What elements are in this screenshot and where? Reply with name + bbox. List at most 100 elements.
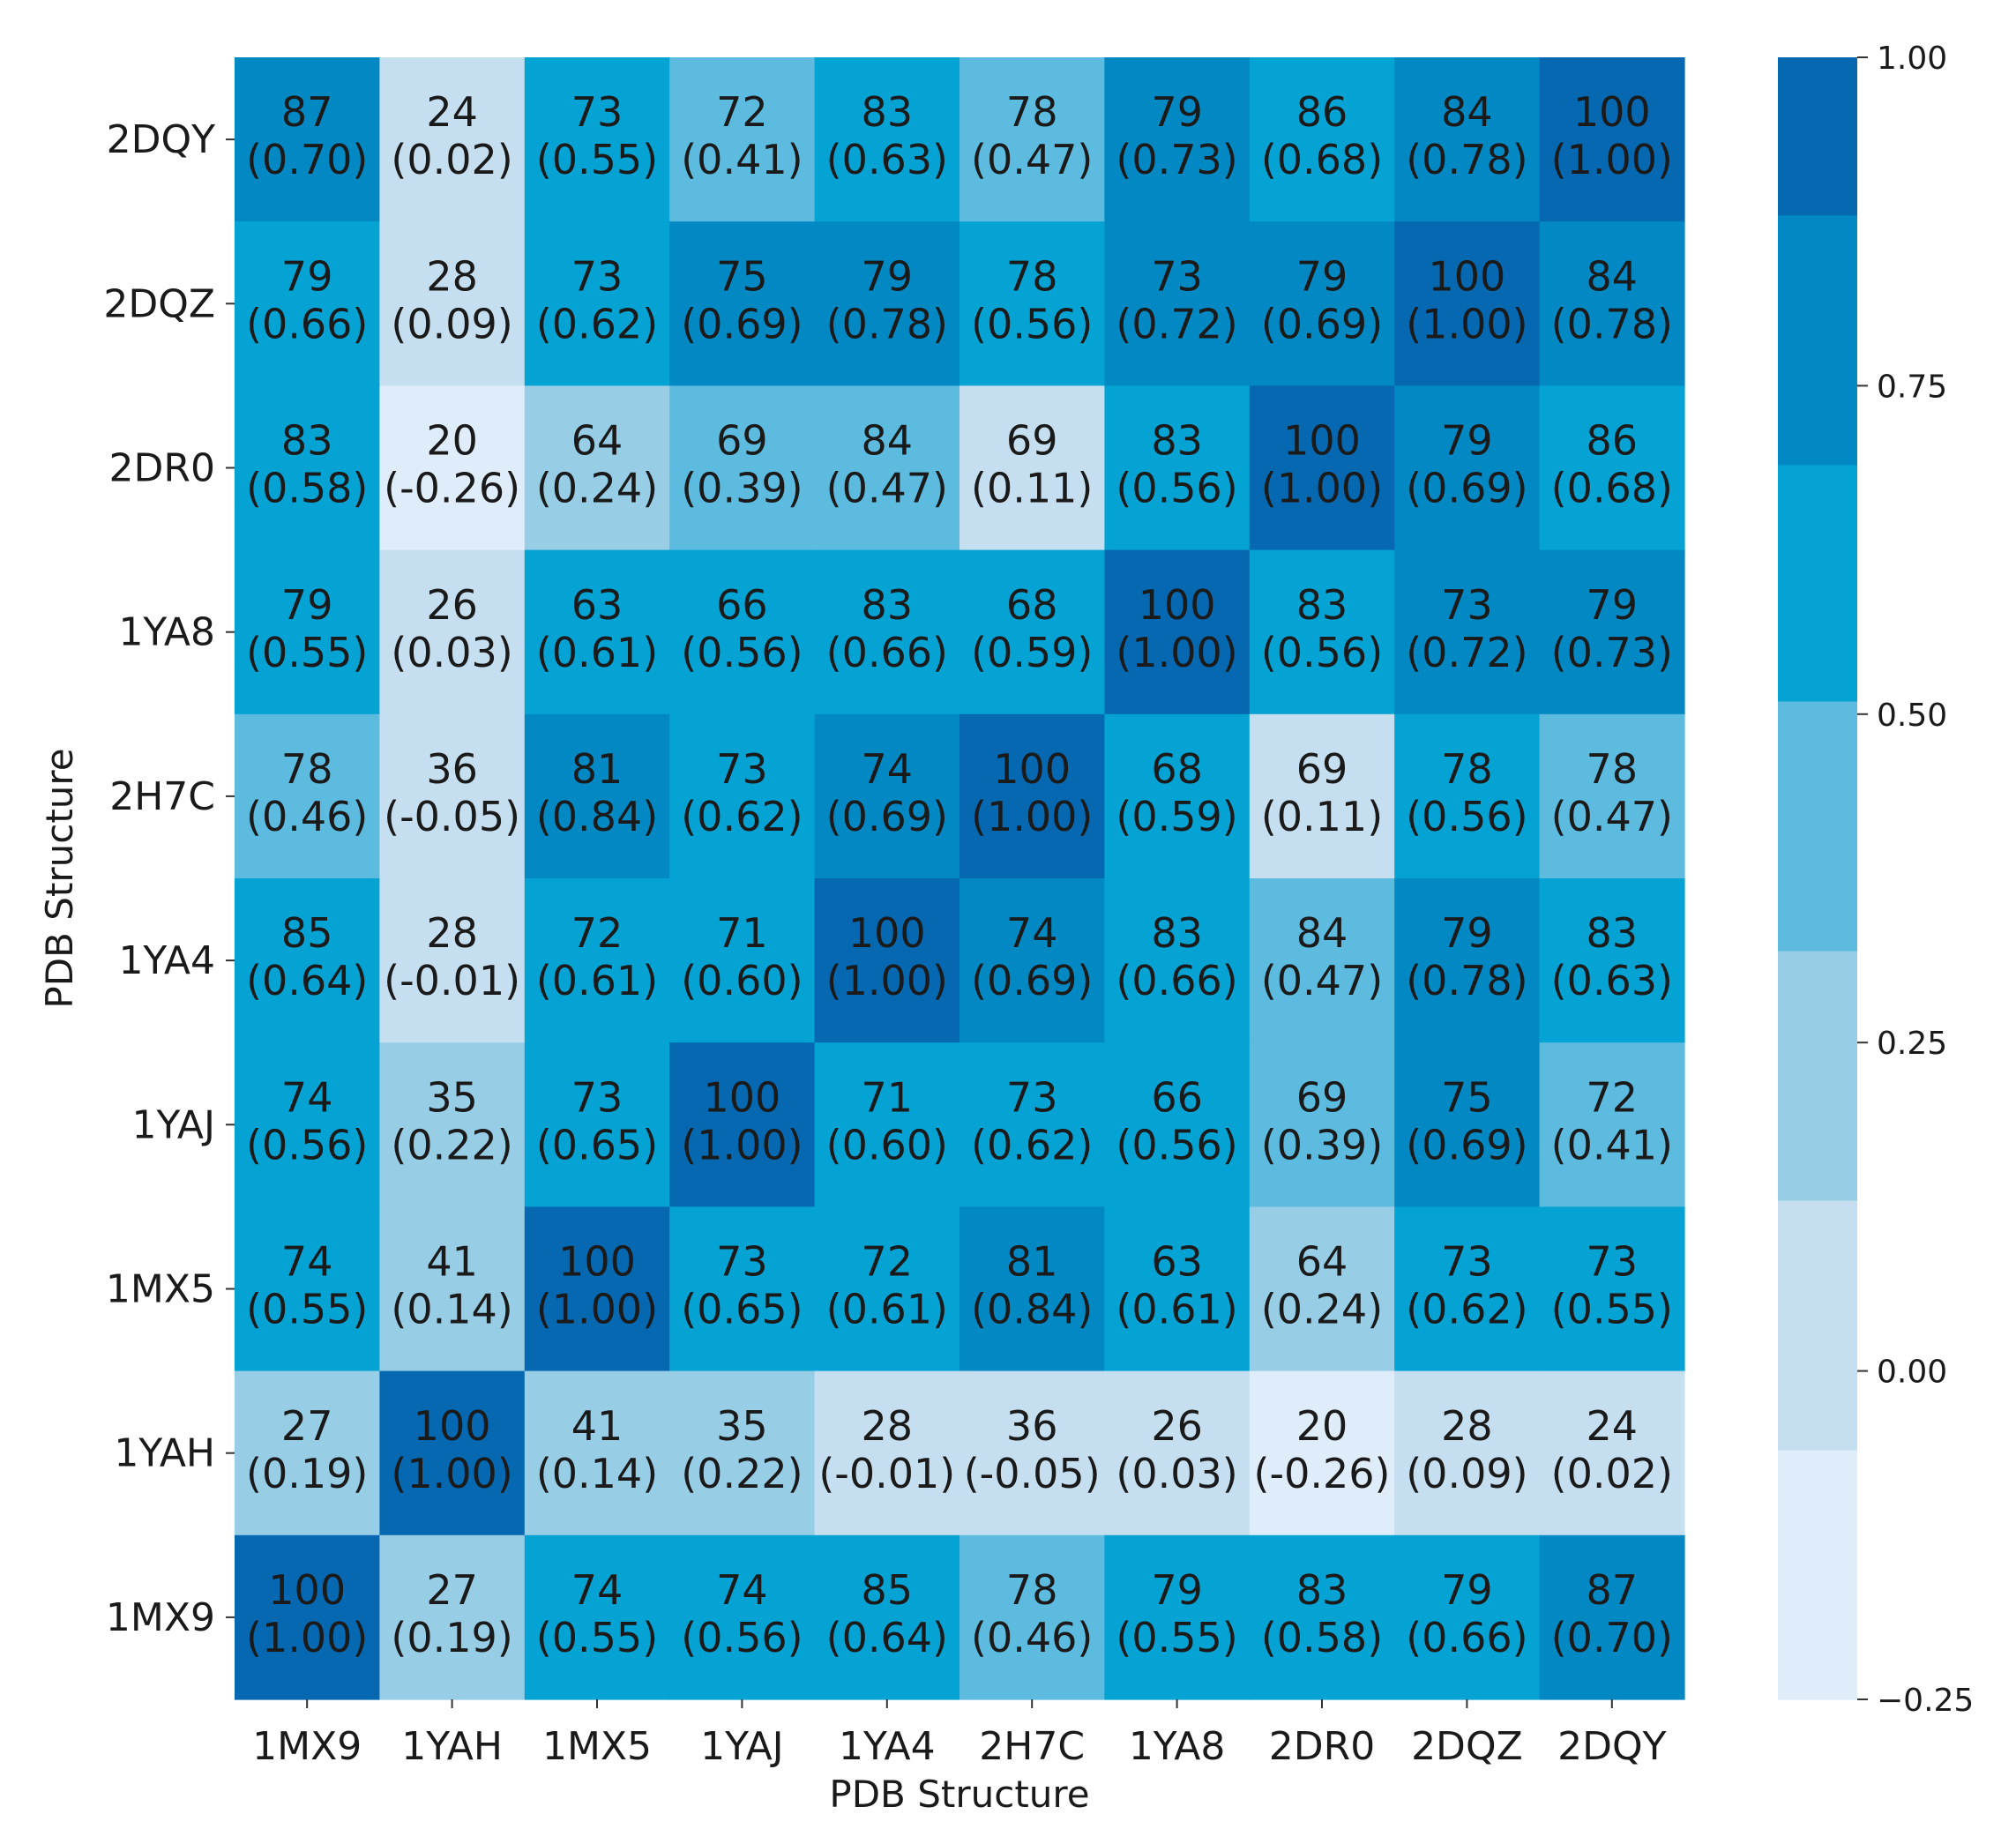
- cell-identity-label: 85: [862, 1566, 914, 1614]
- cell-correlation-label: (-0.01): [384, 957, 520, 1004]
- heatmap-cell: [1394, 1370, 1541, 1536]
- x-tick-label: 1MX9: [252, 1724, 362, 1769]
- cell-correlation-label: (0.24): [536, 465, 658, 512]
- cell-identity-label: 20: [426, 417, 478, 465]
- cell-correlation-label: (0.66): [246, 300, 368, 347]
- heatmap-cell: [814, 385, 960, 551]
- cell-correlation-label: (0.24): [1261, 1286, 1383, 1333]
- heatmap-cell: [235, 1206, 380, 1372]
- cell-correlation-label: (0.47): [1261, 957, 1383, 1004]
- cell-correlation-label: (0.69): [681, 300, 803, 347]
- colorbar-bin: [1778, 1199, 1857, 1451]
- heatmap-cell: [524, 1042, 670, 1207]
- heatmap-cell: [1539, 385, 1685, 551]
- y-tick-label: 1YAH: [114, 1431, 215, 1476]
- cell-correlation-label: (1.00): [1116, 629, 1237, 676]
- heatmap-cell: [669, 1042, 816, 1207]
- cell-correlation-label: (0.55): [246, 629, 368, 676]
- cell-identity-label: 83: [1151, 909, 1203, 957]
- heatmap-cell: [235, 549, 380, 715]
- cell-correlation-label: (0.55): [1116, 1614, 1237, 1661]
- x-tick-label: 2DQZ: [1411, 1724, 1523, 1769]
- heatmap-cell: [524, 1370, 670, 1536]
- cell-identity-label: 81: [1006, 1238, 1058, 1286]
- heatmap-cell: [1249, 1042, 1395, 1207]
- heatmap-cell: [235, 57, 380, 222]
- y-tick-label: 1YA8: [118, 610, 215, 655]
- heatmap-cell: [524, 385, 670, 551]
- cell-identity-label: 28: [426, 909, 478, 957]
- cell-correlation-label: (0.55): [1551, 1286, 1673, 1333]
- cell-correlation-label: (0.61): [1116, 1286, 1237, 1333]
- cell-correlation-label: (-0.05): [384, 793, 520, 840]
- cell-identity-label: 66: [1151, 1073, 1203, 1121]
- cell-correlation-label: (0.41): [681, 136, 803, 183]
- heatmap-cell: [1104, 549, 1251, 715]
- heatmap-cell: [1104, 713, 1251, 879]
- cell-identity-label: 83: [862, 88, 914, 136]
- cell-identity-label: 71: [862, 1073, 914, 1121]
- cell-correlation-label: (0.60): [681, 957, 803, 1004]
- cell-identity-label: 27: [426, 1566, 478, 1614]
- colorbar: −0.25 0.00 0.25 0.50 0.75 1.00: [1778, 41, 1974, 1719]
- y-tick-labels: 2DQY 2DQZ 2DR0 1YA8 2H7C 1YA4 1YAJ 1MX5 1YAH 1MX9: [103, 117, 235, 1640]
- heatmap-cell: [814, 1206, 960, 1372]
- cell-identity-label: 72: [571, 909, 623, 957]
- cell-correlation-label: (0.11): [1261, 793, 1383, 840]
- colorbar-bin: [1778, 700, 1857, 952]
- heatmap-cell: [1539, 1534, 1685, 1700]
- heatmap-cell: [1539, 1206, 1685, 1372]
- heatmap-cell: [1539, 221, 1685, 386]
- heatmap-cell: [379, 385, 526, 551]
- cell-identity-label: 74: [571, 1566, 623, 1614]
- cell-correlation-label: (0.70): [246, 136, 368, 183]
- cell-identity-label: 87: [281, 88, 333, 136]
- cell-identity-label: 75: [1441, 1073, 1493, 1121]
- cell-correlation-label: (0.56): [681, 629, 803, 676]
- heatmap-cell: [524, 878, 670, 1043]
- cell-correlation-label: (0.46): [971, 1614, 1093, 1661]
- colorbar-bin: [1778, 214, 1857, 466]
- cell-correlation-label: (0.56): [1116, 1121, 1237, 1168]
- heatmap-cell: [235, 385, 380, 551]
- cell-correlation-label: (0.64): [246, 957, 368, 1004]
- cell-identity-label: 100: [268, 1566, 346, 1614]
- cell-correlation-label: (0.60): [826, 1121, 948, 1168]
- cell-identity-label: 73: [571, 1073, 623, 1121]
- cell-identity-label: 79: [862, 252, 914, 300]
- cell-correlation-label: (0.59): [971, 629, 1093, 676]
- colorbar-tick-label: 0.50: [1877, 698, 1947, 734]
- cell-correlation-label: (0.78): [1406, 136, 1527, 183]
- cell-identity-label: 84: [1296, 909, 1348, 957]
- cell-correlation-label: (0.03): [1116, 1450, 1237, 1497]
- cell-correlation-label: (0.69): [1406, 1121, 1527, 1168]
- cell-identity-label: 74: [716, 1566, 768, 1614]
- cell-correlation-label: (0.70): [1551, 1614, 1673, 1661]
- cell-identity-label: 79: [1587, 581, 1639, 629]
- cell-correlation-label: (0.09): [1406, 1450, 1527, 1497]
- x-tick-label: 1YA8: [1129, 1724, 1226, 1769]
- heatmap-cell: [1539, 1370, 1685, 1536]
- cell-identity-label: 66: [716, 581, 768, 629]
- y-tick-label: 1YAJ: [131, 1102, 215, 1147]
- colorbar-bin: [1778, 464, 1857, 702]
- cell-correlation-label: (0.56): [971, 300, 1093, 347]
- colorbar-bin: [1778, 950, 1857, 1201]
- x-tick-label: 1YAH: [401, 1724, 503, 1769]
- cell-correlation-label: (0.47): [971, 136, 1093, 183]
- heatmap-cell: [524, 1534, 670, 1700]
- heatmap-cell: [959, 1370, 1105, 1536]
- colorbar-tick-label: −0.25: [1877, 1683, 1974, 1719]
- x-axis-title: PDB Structure: [829, 1773, 1089, 1816]
- cell-correlation-label: (0.14): [391, 1286, 512, 1333]
- heatmap-cell: [1104, 1370, 1251, 1536]
- heatmap-cell: [1249, 1370, 1395, 1536]
- cell-identity-label: 73: [1441, 581, 1493, 629]
- x-tick-label: 1YAJ: [700, 1724, 784, 1769]
- cell-identity-label: 100: [1283, 417, 1361, 465]
- cell-identity-label: 79: [1441, 1566, 1493, 1614]
- cell-identity-label: 78: [1006, 1566, 1058, 1614]
- heatmap-cell: [959, 221, 1105, 386]
- heatmap-cell: [959, 1534, 1105, 1700]
- heatmap-cell: [1104, 385, 1251, 551]
